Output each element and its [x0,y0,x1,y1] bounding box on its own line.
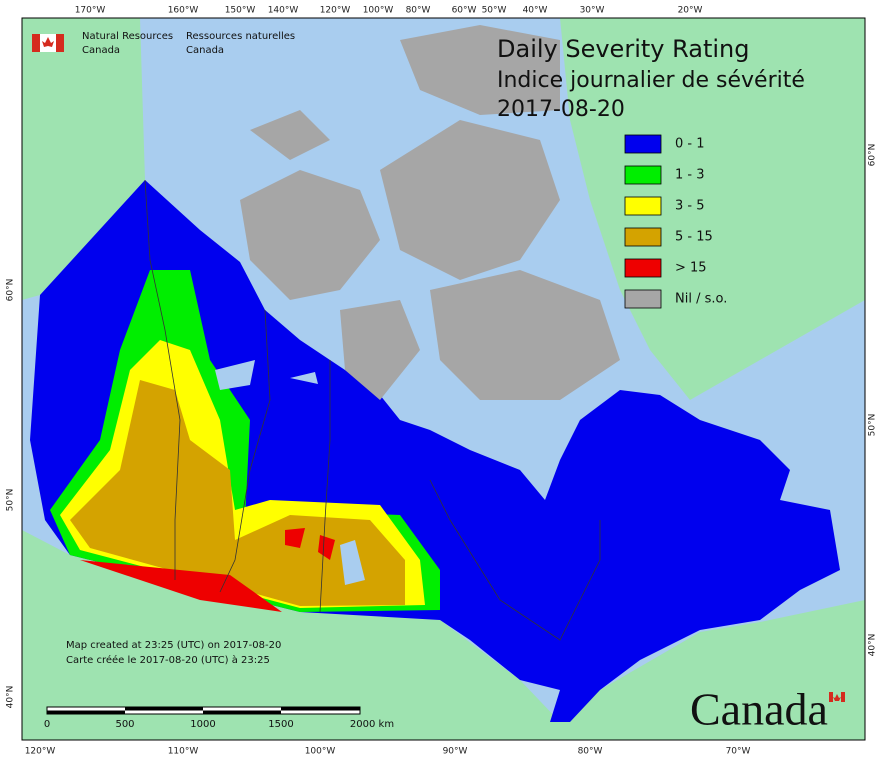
flag-bar [829,692,833,702]
legend-label: > 15 [675,261,707,276]
border-line [144,179,181,580]
map-body [22,18,865,740]
graticule-label: 160°W [168,6,199,16]
graticule-label: 60°N [868,144,878,167]
scale-label: 0 [44,719,50,730]
scale-bar-segment [281,707,360,711]
graticule-label: 90°W [443,747,468,757]
scale-label: 2000 km [350,719,394,730]
arctic-islands [240,25,620,400]
graticule-label: 50°N [868,414,878,437]
org-en: Natural Resources [82,31,173,42]
graticule-label: 80°W [406,6,431,16]
legend-label: 0 - 1 [675,137,705,152]
frame [21,17,866,741]
island [250,110,330,160]
graticule-label: 40°N [6,686,16,709]
graticule-label: 50°W [482,6,507,16]
lakes [215,360,365,585]
generated: 0 - 1 1 - 3 3 - 5 5 - 15 > 15 Nil / s.o. 170°W… [6,6,878,757]
united-states [22,530,865,740]
legend-swatch [624,165,662,185]
graticule-label: 60°N [6,279,16,302]
graticule-label: 30°W [580,6,605,16]
legend-swatch [624,258,662,278]
graticule-label: 40°W [523,6,548,16]
flag-bar [32,34,40,52]
scale-label: 1000 [190,719,215,730]
border-line [219,309,271,593]
graticule-label: 140°W [268,6,299,16]
graticule-label: 70°W [726,747,751,757]
legend-swatch [624,227,662,247]
graticule-label: 120°W [320,6,351,16]
title: Daily Severity Rating [497,35,749,63]
org-fr: Ressources naturelles [186,31,295,42]
maple-leaf [42,37,54,47]
scale-bar [46,706,361,715]
scale-bar-segment [203,710,281,714]
scale-bar-segment [125,707,203,711]
maple-leaf [833,694,841,701]
area-15-plus [80,528,335,612]
graticule-label: 100°W [363,6,394,16]
island [400,25,560,115]
island [240,170,380,300]
flag-bar [56,34,64,52]
legend-swatch [624,134,662,154]
credit: Carte créée le 2017-08-20 (UTC) à 23:25 [66,654,270,666]
legend-swatch [624,196,662,216]
border-line [429,479,601,641]
legend-label: Nil / s.o. [675,292,727,307]
flag-bar [841,692,845,702]
credit: Map created at 23:25 (UTC) on 2017-08-20 [66,640,281,651]
alaska [22,18,145,300]
canada-wordmark: Canada [690,684,845,735]
scale-bar-segment [47,710,125,714]
borders [144,179,601,641]
graticule-label: 150°W [225,6,256,16]
graticule-label: 50°N [6,489,16,512]
border-line [319,360,331,613]
scale-label: 1500 [268,719,293,730]
wordmark: Canada [690,684,828,735]
legend-swatch [624,289,662,309]
legend-label: 3 - 5 [675,199,705,214]
scale-label: 500 [115,719,134,730]
graticule-label: 110°W [168,747,199,757]
legend-label: 1 - 3 [675,168,705,183]
island [380,120,560,280]
org-en: Canada [82,45,120,56]
title: 2017-08-20 [497,97,625,122]
legend-label: 5 - 15 [675,230,713,245]
graticule-label: 60°W [452,6,477,16]
island [340,300,420,400]
graticule-label: 20°W [678,6,703,16]
graticule-label: 100°W [305,747,336,757]
nrcan-signature: Natural Resources Canada Ressources natu… [32,31,295,56]
severity-areas [50,270,440,612]
graticule-label: 80°W [578,747,603,757]
graticule-label: 120°W [25,747,56,757]
org-fr: Canada [186,45,224,56]
island [430,270,620,400]
graticule-label: 40°N [868,634,878,657]
graticule-label: 170°W [75,6,106,16]
title: Indice journalier de sévérité [497,68,805,93]
